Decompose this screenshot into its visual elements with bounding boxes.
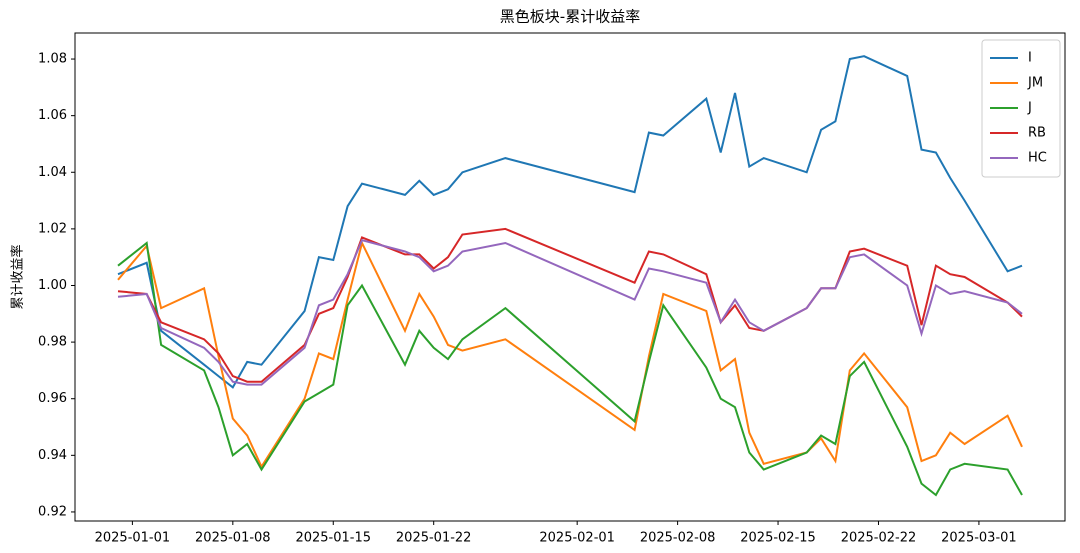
y-tick-label: 0.98 [38, 335, 67, 350]
legend-label: I [1028, 51, 1032, 66]
x-tick-label: 2025-01-08 [195, 531, 271, 546]
legend: I JM J RB HC [981, 39, 1061, 178]
legend-label: JM [1027, 76, 1043, 91]
x-tick-label: 2025-01-01 [95, 531, 171, 546]
y-tick-label: 0.92 [38, 504, 67, 519]
legend-label: RB [1028, 126, 1046, 141]
plot-frame [74, 32, 1066, 522]
y-tick-label: 0.96 [38, 391, 67, 406]
y-tick-label: 1.08 [38, 52, 67, 67]
chart-title: 黑色板块-累计收益率 [500, 8, 640, 26]
x-tick-label: 2025-02-08 [640, 531, 716, 546]
y-tick-label: 1.06 [38, 108, 67, 123]
series-line [117, 241, 1023, 497]
x-tick-label: 2025-02-22 [841, 531, 917, 546]
x-tick-label: 2025-02-15 [740, 531, 816, 546]
series-line [117, 55, 1023, 389]
legend-label: HC [1028, 151, 1047, 166]
y-tick-label: 1.02 [38, 221, 67, 236]
y-tick-label: 1.04 [38, 165, 67, 180]
x-tick-label: 2025-03-01 [941, 531, 1017, 546]
series-line [117, 227, 1023, 383]
y-tick-label: 0.94 [38, 448, 67, 463]
x-tick-label: 2025-01-22 [396, 531, 472, 546]
series-line [117, 240, 1023, 469]
legend-label: J [1027, 101, 1032, 116]
series-line [117, 239, 1023, 386]
y-axis-label: 累计收益率 [10, 244, 26, 309]
legend-box [981, 39, 1061, 178]
x-tick-label: 2025-01-15 [295, 531, 371, 546]
x-tick-label: 2025-02-01 [539, 531, 615, 546]
y-tick-label: 1.00 [38, 278, 67, 293]
